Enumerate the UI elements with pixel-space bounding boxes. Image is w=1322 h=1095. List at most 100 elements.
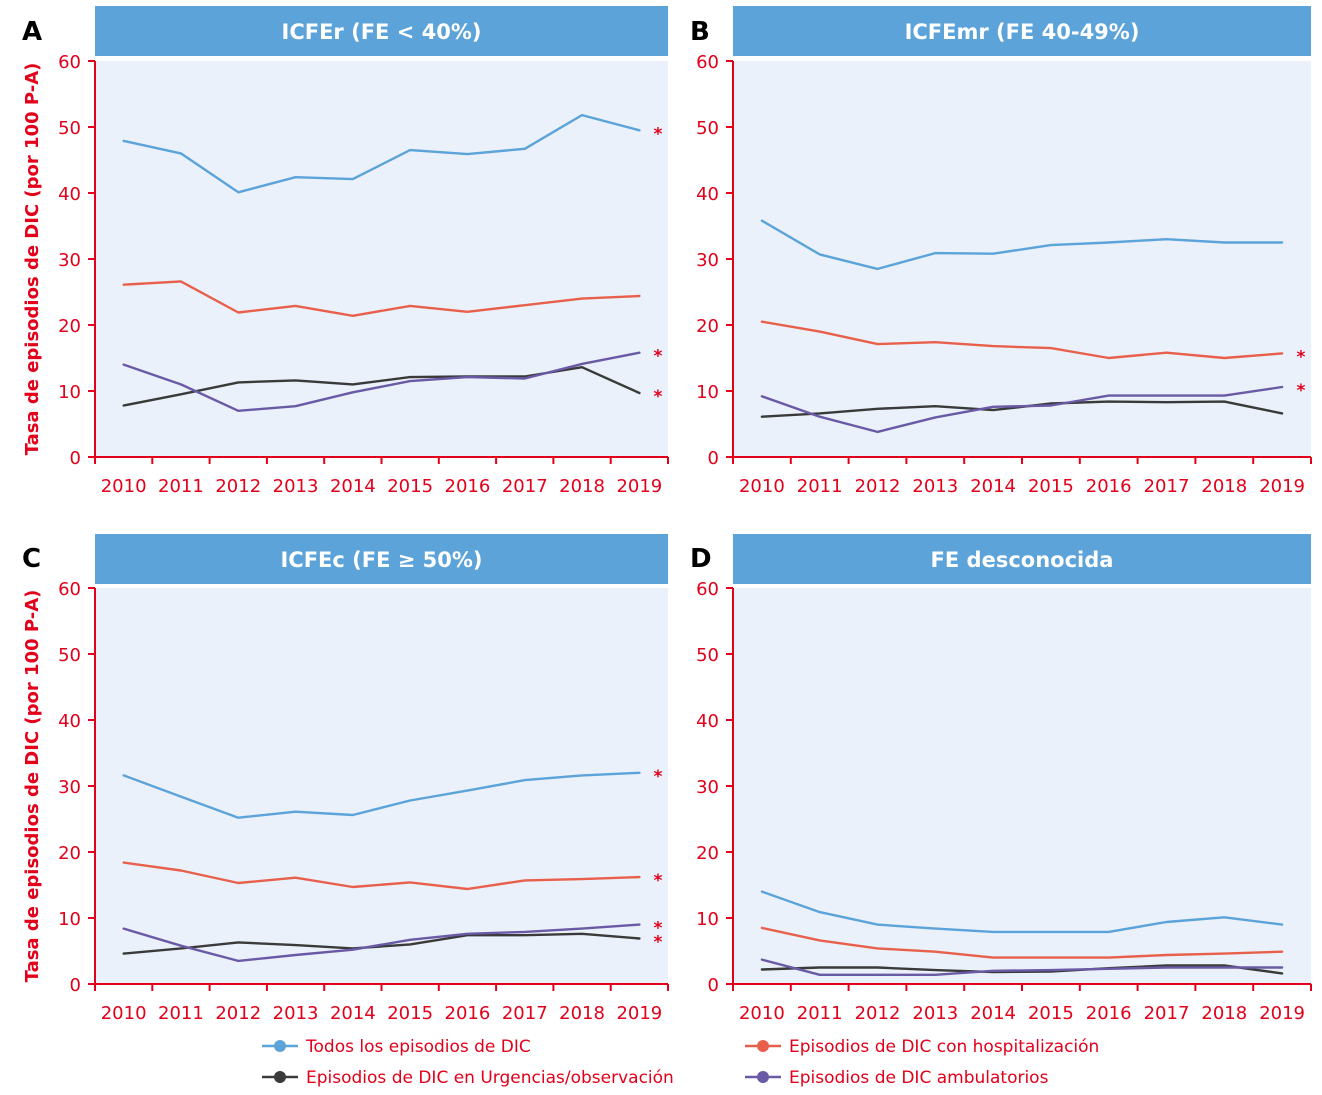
x-tick-label: 2018: [1201, 1003, 1247, 1024]
significance-asterisk: *: [1297, 347, 1306, 367]
legend-marker: [757, 1071, 769, 1083]
x-tick-label: 2018: [559, 1003, 605, 1024]
x-tick-label: 2018: [559, 476, 605, 497]
series-line-2: [122, 861, 641, 891]
x-tick-label: 2017: [1144, 476, 1190, 497]
significance-asterisk: *: [654, 871, 663, 891]
x-tick-label: 2017: [502, 1003, 548, 1024]
plot-background: [733, 61, 1311, 457]
x-tick-label: 2015: [387, 1003, 433, 1024]
x-tick-label: 2019: [616, 1003, 662, 1024]
plot-background: [95, 588, 668, 984]
plot-background: [95, 61, 668, 457]
panel-title-bar: [95, 534, 668, 584]
panel-letter: D: [690, 544, 712, 574]
x-tick-label: 2013: [912, 1003, 958, 1024]
y-tick-label: 60: [696, 52, 719, 73]
y-tick-label: 60: [58, 579, 81, 600]
x-tick-label: 2012: [855, 1003, 901, 1024]
panel-title: ICFEr (FE < 40%): [282, 20, 482, 44]
x-tick-label: 2012: [855, 476, 901, 497]
panel-title-bar: [733, 6, 1311, 56]
x-tick-label: 2019: [1259, 476, 1305, 497]
y-tick-label: 30: [696, 250, 719, 271]
y-axis-label: Tasa de episodios de DIC (por 100 P-A): [22, 590, 43, 983]
x-tick-label: 2011: [158, 476, 204, 497]
x-tick-label: 2017: [502, 476, 548, 497]
x-tick-label: 2017: [1144, 1003, 1190, 1024]
panel-title-bar: [95, 6, 668, 56]
y-tick-label: 50: [58, 645, 81, 666]
y-tick-label: 10: [58, 909, 81, 930]
series-line-2: [760, 926, 1284, 959]
y-tick-label: 20: [58, 316, 81, 337]
significance-asterisk: *: [654, 347, 663, 367]
y-tick-label: 0: [708, 975, 719, 996]
series-line-1: [122, 113, 641, 194]
x-tick-label: 2011: [158, 1003, 204, 1024]
panel-letter: C: [22, 544, 41, 574]
panel-letter: B: [690, 17, 710, 47]
series-line-4: [760, 385, 1284, 434]
significance-asterisk: *: [654, 932, 663, 952]
x-tick-label: 2011: [797, 476, 843, 497]
y-tick-label: 50: [696, 645, 719, 666]
legend-item: Episodios de DIC con hospitalización: [745, 1037, 1099, 1057]
series-line-1: [760, 890, 1284, 934]
y-tick-label: 60: [58, 52, 81, 73]
legend-label: Todos los episodios de DIC: [305, 1037, 531, 1057]
legend-label: Episodios de DIC con hospitalización: [789, 1037, 1099, 1057]
x-tick-label: 2015: [1028, 476, 1074, 497]
x-tick-label: 2015: [387, 476, 433, 497]
chart-panel-c: C ICFEc (FE ≥ 50%) 0 10 20 30 40 50 60 2010 2011 20…: [22, 534, 669, 1024]
y-tick-label: 30: [58, 777, 81, 798]
panel-letter: A: [22, 17, 42, 47]
y-tick-label: 50: [696, 118, 719, 139]
significance-asterisk: *: [654, 124, 663, 144]
y-tick-label: 30: [58, 250, 81, 271]
panel-title: FE desconocida: [931, 548, 1114, 572]
series-line-2: [760, 320, 1284, 360]
x-tick-label: 2012: [215, 476, 261, 497]
x-tick-label: 2013: [273, 1003, 319, 1024]
y-tick-label: 10: [696, 382, 719, 403]
y-tick-label: 30: [696, 777, 719, 798]
significance-asterisk: *: [654, 767, 663, 787]
legend-item: Episodios de DIC ambulatorios: [745, 1068, 1049, 1088]
series-line-3: [122, 932, 641, 955]
x-tick-label: 2019: [616, 476, 662, 497]
chart-panel-a: A ICFEr (FE < 40%) 0 10 20 30 40 50 60 2010 2011 20…: [22, 6, 669, 497]
x-tick-label: 2013: [912, 476, 958, 497]
chart-panel-b: B ICFEmr (FE 40-49%) 0 10 20 30 40 50 60 2010 2011…: [690, 6, 1312, 497]
x-tick-label: 2016: [445, 476, 491, 497]
legend-marker: [274, 1071, 286, 1083]
chart-panel-d: D FE desconocida 0 10 20 30 40 50 60 2010 2011 2012…: [690, 534, 1312, 1024]
significance-asterisk: *: [654, 919, 663, 939]
y-tick-label: 40: [696, 711, 719, 732]
x-tick-label: 2010: [101, 476, 147, 497]
y-tick-label: 20: [58, 843, 81, 864]
series-line-4: [122, 923, 641, 963]
y-tick-label: 50: [58, 118, 81, 139]
series-line-4: [760, 958, 1284, 976]
y-tick-label: 0: [70, 975, 81, 996]
legend-marker: [274, 1040, 286, 1052]
y-axis-label: Tasa de episodios de DIC (por 100 P-A): [22, 63, 43, 456]
x-tick-label: 2014: [330, 476, 376, 497]
series-line-2: [122, 280, 641, 317]
y-tick-label: 20: [696, 316, 719, 337]
x-tick-label: 2010: [739, 476, 785, 497]
significance-asterisk: *: [1297, 381, 1306, 401]
legend-item: Episodios de DIC en Urgencias/observació…: [262, 1068, 674, 1088]
y-tick-label: 10: [696, 909, 719, 930]
legend-label: Episodios de DIC ambulatorios: [789, 1068, 1049, 1088]
plot-background: [733, 588, 1311, 984]
y-tick-label: 40: [696, 184, 719, 205]
y-tick-label: 0: [708, 448, 719, 469]
legend-label: Episodios de DIC en Urgencias/observació…: [306, 1068, 674, 1088]
x-tick-label: 2016: [445, 1003, 491, 1024]
x-tick-label: 2019: [1259, 1003, 1305, 1024]
series-line-1: [760, 219, 1284, 271]
y-tick-label: 20: [696, 843, 719, 864]
